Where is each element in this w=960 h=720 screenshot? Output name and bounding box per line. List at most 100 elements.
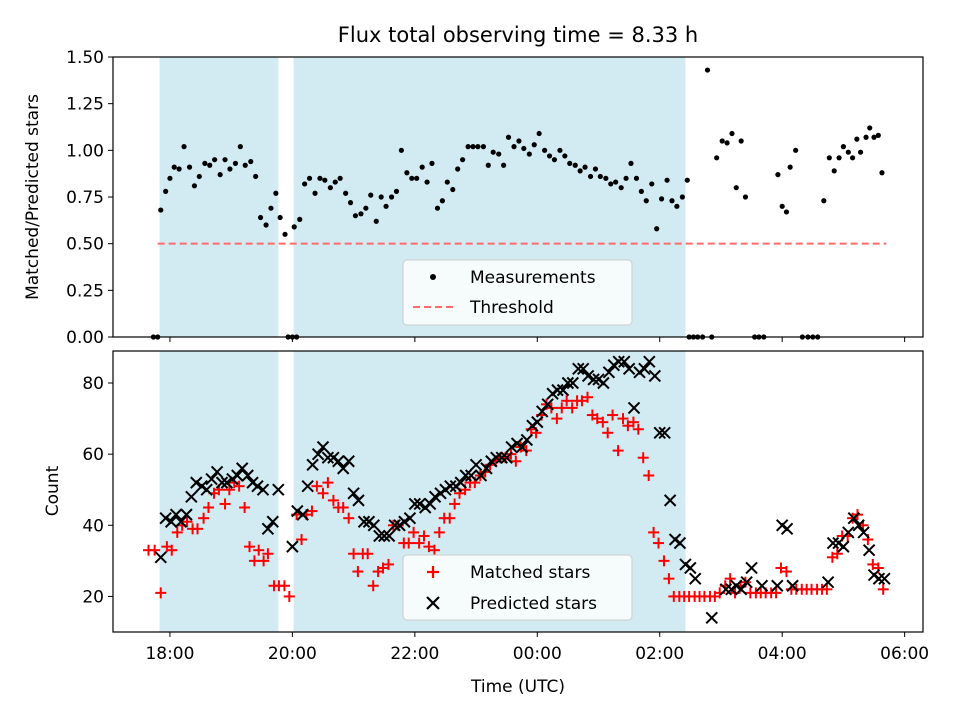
predicted-star-point: [551, 383, 564, 397]
measurement-point: [836, 155, 842, 161]
legend-threshold-label: Threshold: [469, 298, 554, 318]
predicted-star-point: [316, 440, 330, 454]
matched-star-point: [337, 502, 349, 514]
predicted-star-point: [643, 355, 656, 368]
matched-star-point: [551, 413, 563, 425]
predicted-star-point: [159, 511, 172, 525]
predicted-star-point: [174, 515, 188, 528]
predicted-star-point: [286, 540, 299, 553]
x-tick-label: 04:00: [758, 644, 807, 664]
measurement-point: [404, 170, 410, 176]
matched-star-point: [383, 558, 395, 570]
predicted-star-point: [719, 583, 733, 596]
predicted-star-point: [241, 469, 254, 482]
x-tick-label: 20:00: [268, 644, 317, 664]
matched-star-point: [203, 502, 215, 514]
measurement-point: [409, 175, 415, 181]
predicted-star-point: [408, 497, 422, 511]
matched-star-point: [413, 537, 425, 549]
measurement-point: [332, 179, 338, 185]
y-tick-label: 1.25: [66, 95, 104, 115]
predicted-star-point: [180, 508, 193, 521]
predicted-star-point: [261, 522, 275, 536]
matched-star-point: [444, 512, 456, 524]
predicted-star-point: [602, 366, 616, 379]
measurement-point: [587, 173, 594, 180]
measurement-point: [429, 160, 435, 166]
y-tick-label: 40: [82, 516, 104, 536]
matched-star-point: [239, 502, 251, 514]
measurement-point: [297, 216, 303, 222]
measurement-point: [373, 218, 379, 224]
predicted-star-point: [210, 465, 224, 479]
predicted-star-point: [306, 458, 319, 472]
measurement-point: [398, 147, 404, 153]
matched-star-point: [602, 427, 614, 439]
predicted-star-point: [771, 579, 784, 592]
predicted-star-point: [373, 529, 386, 543]
predicted-star-point: [653, 426, 666, 440]
predicted-star-point: [566, 376, 580, 390]
legend-predicted-marker: [426, 596, 440, 610]
measurement-point: [783, 209, 790, 215]
measurement-point: [643, 198, 649, 204]
measurement-point: [733, 185, 739, 191]
measurement-point: [871, 134, 877, 140]
measurement-point: [511, 144, 517, 150]
measurement-point: [163, 188, 169, 194]
measurement-point: [592, 166, 599, 172]
measurement-point: [724, 140, 730, 146]
top-x-ticks: [169, 337, 906, 342]
predicted-star-point: [321, 451, 335, 464]
measurement-point: [679, 194, 685, 200]
predicted-star-point: [515, 440, 529, 454]
measurement-point: [738, 138, 744, 144]
matched-star-point: [253, 544, 265, 556]
measurement-point: [674, 203, 680, 209]
predicted-star-point: [495, 451, 508, 464]
measurement-point: [158, 207, 164, 213]
matched-star-point: [561, 395, 573, 407]
predicted-star-point: [474, 469, 488, 482]
measurement-point: [343, 190, 349, 196]
measurement-point: [383, 203, 389, 209]
matched-star-point: [607, 409, 619, 421]
measurement-point: [664, 177, 670, 183]
measurement-point: [658, 196, 665, 202]
predicted-star-point: [576, 362, 590, 375]
predicted-star-point: [740, 575, 753, 589]
matched-star-point: [362, 548, 374, 560]
measurement-point: [542, 147, 548, 153]
bottom-axes-frame: [112, 350, 924, 633]
measurement-point: [273, 190, 279, 196]
predicted-star-point: [541, 398, 554, 411]
matched-star-point: [556, 402, 568, 414]
y-tick-label: 0.00: [66, 328, 104, 348]
predicted-star-point: [464, 469, 478, 482]
matched-star-point: [428, 544, 440, 556]
measurement-point: [242, 162, 248, 168]
measurement-point: [633, 175, 640, 181]
matched-star-point: [648, 526, 660, 538]
measurement-point: [388, 194, 395, 200]
predicted-star-point: [622, 362, 636, 375]
matched-star-point: [155, 587, 167, 599]
predicted-star-point: [755, 579, 769, 592]
predicted-star-point: [342, 455, 355, 468]
matched-star-point: [219, 498, 231, 510]
top-legend: Measurements Threshold: [402, 259, 633, 326]
predicted-star-point: [200, 483, 213, 496]
predicted-star-point: [612, 355, 625, 368]
predicted-star-point: [561, 376, 575, 390]
predicted-star-point: [556, 383, 570, 397]
measurement-point: [628, 160, 634, 166]
predicted-star-point: [413, 497, 426, 511]
measurement-point: [654, 226, 660, 232]
legend-predicted-label: Predicted stars: [470, 594, 597, 614]
predicted-star-point: [357, 515, 371, 528]
predicted-star-point: [862, 543, 876, 557]
measurement-point: [608, 181, 614, 187]
matched-star-point: [311, 480, 323, 492]
matched-star-point: [627, 416, 639, 428]
